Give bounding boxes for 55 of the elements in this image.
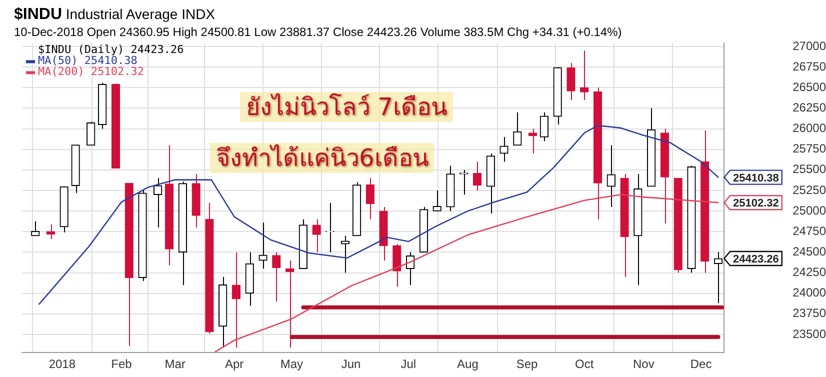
- candlestick: [540, 112, 549, 142]
- candlestick: [580, 50, 589, 100]
- y-tick-label: 26500: [792, 80, 826, 94]
- y-tick-label: 23500: [792, 326, 826, 341]
- annotation: จึงทำได้แค่นิว6เดือน: [210, 143, 434, 173]
- chart-subtitle: 10-Dec-2018 Open 24360.95 High 24500.81 Low 23881.37 Close 24423.26 Volume 383.5M Chg +34.31 (+0.14%): [14, 25, 622, 39]
- candlestick: [340, 235, 350, 274]
- y-tick-label: 25750: [792, 142, 826, 156]
- x-tick-label: Sep: [516, 357, 538, 372]
- annotation: 24423.26: [733, 254, 779, 266]
- x-tick-label: Nov: [632, 357, 654, 372]
- text: $INDU (Daily) 24423.26: [38, 43, 184, 56]
- candlestick: [86, 121, 96, 146]
- x-tick-label: Jul: [400, 357, 416, 372]
- y-tick-label: 27000: [792, 38, 826, 53]
- y-tick-label: 25250: [792, 182, 826, 197]
- x-tick-label: Jun: [341, 357, 361, 372]
- y-tick-label: 23750: [792, 306, 826, 320]
- y-tick-label: 24750: [792, 224, 826, 238]
- x-tick-label: Apr: [224, 357, 244, 372]
- y-tick-label: 26250: [792, 100, 826, 115]
- x-tick-label: Aug: [457, 357, 478, 372]
- candlestick: [432, 190, 442, 212]
- y-tick-label: 25000: [792, 203, 826, 218]
- x-tick-label: Dec: [690, 357, 712, 372]
- candlestick: [566, 62, 576, 100]
- candlestick: [606, 144, 616, 208]
- candlestick: [366, 178, 374, 220]
- candlestick: [31, 220, 40, 236]
- x-tick-label: Mar: [164, 357, 186, 372]
- candlestick: [500, 136, 508, 162]
- y-tick-label: 24250: [792, 265, 826, 280]
- x-tick-label: Feb: [111, 357, 132, 372]
- annotation: ยังไม่นิวโลว์ 7เดือน: [240, 92, 453, 122]
- candlestick: [460, 169, 468, 196]
- candlestick: [312, 218, 321, 253]
- x-tick-label: Oct: [575, 357, 594, 372]
- annotation: 25102.32: [733, 198, 779, 210]
- legend-label: MA(200) 25102.32: [38, 65, 144, 78]
- x-tick-label: 2018: [48, 357, 76, 372]
- y-tick-label: 26750: [792, 59, 826, 74]
- y-tick-label: 25500: [792, 162, 826, 176]
- candlestick: [153, 178, 162, 228]
- chart-title: $INDU Industrial Average INDX: [14, 6, 216, 23]
- candlestick: [326, 202, 334, 253]
- y-tick-label: 24500: [792, 244, 826, 259]
- candlestick: [272, 252, 281, 302]
- legend-label: MA(50) 25410.38: [38, 54, 138, 68]
- y-tick-label: 26000: [792, 121, 826, 136]
- candlestick: [528, 128, 538, 154]
- candlestick: [258, 222, 268, 270]
- candlestick: [232, 252, 241, 348]
- y-tick-label: 24000: [792, 286, 826, 300]
- annotation: 25410.38: [733, 172, 779, 184]
- x-tick-label: May: [280, 357, 304, 372]
